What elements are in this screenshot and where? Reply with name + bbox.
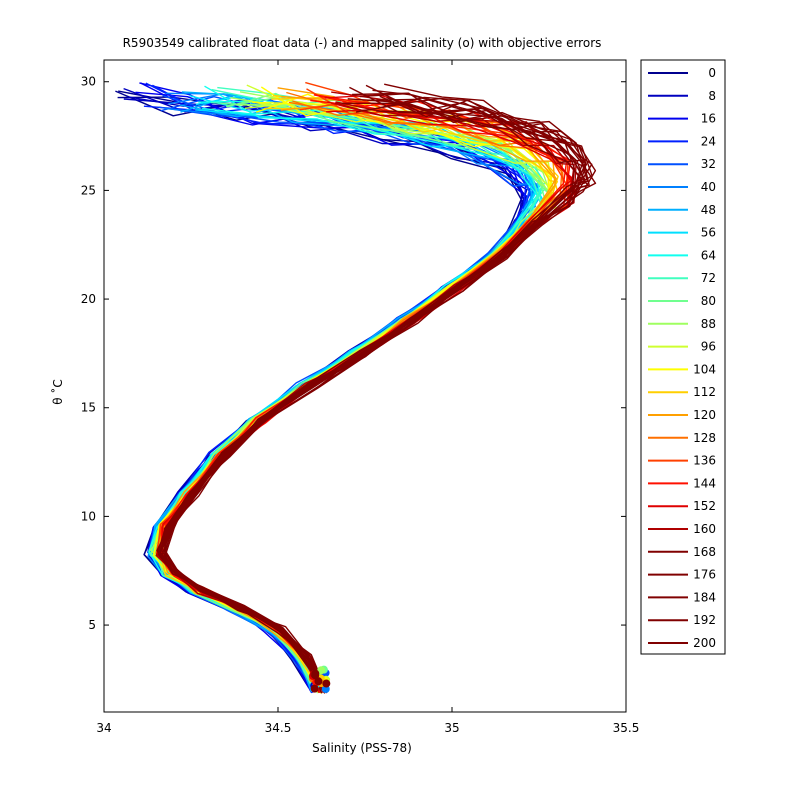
mapped-salinity-marker xyxy=(314,677,323,686)
legend-label: 64 xyxy=(701,248,716,262)
legend-label: 120 xyxy=(693,408,716,422)
legend-label: 112 xyxy=(693,385,716,399)
legend-label: 168 xyxy=(693,545,716,559)
x-tick-label: 35.5 xyxy=(613,721,640,735)
x-tick-label: 34.5 xyxy=(265,721,292,735)
chart-title: R5903549 calibrated float data (-) and m… xyxy=(123,36,602,50)
y-tick-label: 30 xyxy=(81,75,96,89)
legend-label: 160 xyxy=(693,522,716,536)
legend-label: 200 xyxy=(693,636,716,650)
legend-label: 152 xyxy=(693,499,716,513)
mapped-salinity-marker xyxy=(317,666,326,675)
legend-box xyxy=(640,59,726,655)
legend-label: 40 xyxy=(701,180,716,194)
legend-label: 96 xyxy=(701,340,716,354)
legend-label: 72 xyxy=(701,271,716,285)
legend-label: 184 xyxy=(693,590,716,604)
legend-label: 144 xyxy=(693,476,716,490)
y-tick-label: 25 xyxy=(81,183,96,197)
legend: 0 8 16 24 32 40 48 56 64 72 80 88 96 104 112 120 128 136 1… xyxy=(648,66,716,650)
y-tick-label: 15 xyxy=(81,401,96,415)
legend-label: 136 xyxy=(693,454,716,468)
legend-label: 16 xyxy=(701,112,716,126)
mapped-salinity-markers xyxy=(308,665,331,694)
y-tick-label: 5 xyxy=(88,618,96,632)
y-axis-ticks: 5 10 15 20 25 30 xyxy=(81,75,626,632)
profile-lines xyxy=(115,81,597,694)
legend-label: 56 xyxy=(701,226,716,240)
x-tick-label: 34 xyxy=(96,721,111,735)
legend-label: 88 xyxy=(701,317,716,331)
legend-label: 176 xyxy=(693,568,716,582)
legend-label: 80 xyxy=(701,294,716,308)
x-axis-ticks: 34 34.5 35 35.5 xyxy=(96,60,639,735)
profile-line xyxy=(159,83,590,694)
legend-label: 128 xyxy=(693,431,716,445)
legend-label: 0 xyxy=(708,66,716,80)
mapped-salinity-marker xyxy=(322,679,331,688)
legend-label: 192 xyxy=(693,613,716,627)
legend-label: 104 xyxy=(693,362,716,376)
x-axis-label: Salinity (PSS-78) xyxy=(312,741,412,755)
x-tick-label: 35 xyxy=(444,721,459,735)
y-axis-label: θ ˚C xyxy=(50,379,65,405)
mapped-salinity-marker xyxy=(311,669,320,678)
legend-label: 48 xyxy=(701,203,716,217)
legend-label: 24 xyxy=(701,134,716,148)
legend-label: 8 xyxy=(708,89,716,103)
profile-line xyxy=(164,97,597,694)
y-tick-label: 10 xyxy=(81,509,96,523)
profile-line xyxy=(159,97,597,693)
mapped-salinity-marker xyxy=(310,684,319,693)
y-tick-label: 20 xyxy=(81,292,96,306)
legend-label: 32 xyxy=(701,157,716,171)
